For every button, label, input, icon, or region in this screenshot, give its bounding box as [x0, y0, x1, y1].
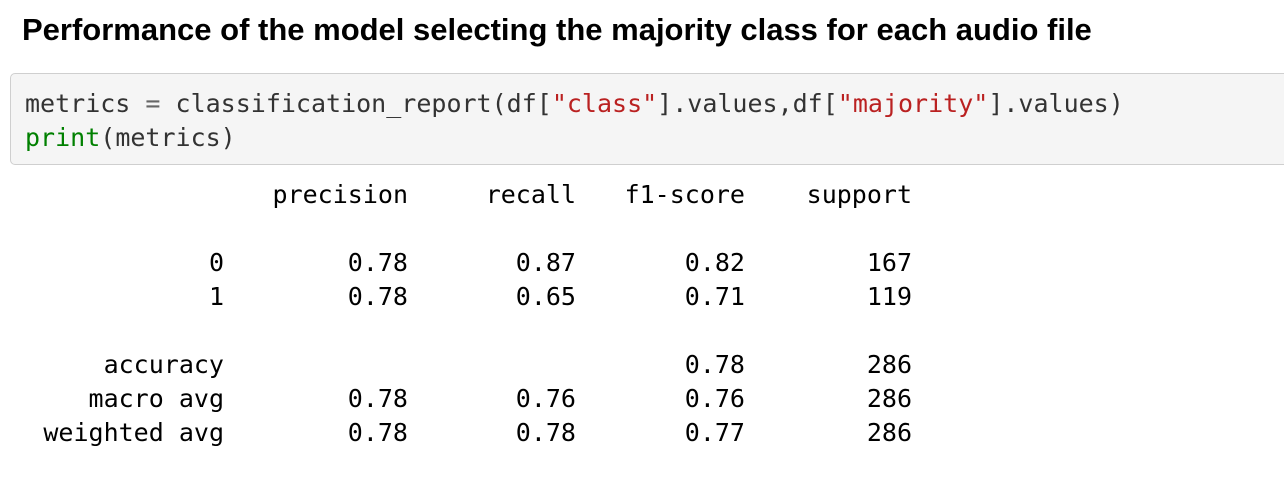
cell-class-1-precision: 0.78	[347, 282, 408, 311]
code-builtin-print: print	[25, 123, 101, 152]
code-line-1: metrics = classification_report(df["clas…	[25, 88, 1124, 120]
code-operator: =	[130, 89, 176, 118]
cell-accuracy-support: 286	[866, 350, 912, 379]
page-title: Performance of the model selecting the m…	[22, 12, 1092, 47]
cell-class-1-f1: 0.71	[684, 282, 745, 311]
code-call-middle: ].values,df[	[657, 89, 838, 118]
row-label-class-1: 1	[208, 282, 224, 311]
cell-macro-avg-recall: 0.76	[515, 384, 576, 413]
row-label-weighted-avg: weighted avg	[43, 418, 224, 447]
cell-class-1-recall: 0.65	[515, 282, 576, 311]
code-string-majority: "majority"	[837, 89, 989, 118]
code-variable: metrics	[25, 89, 131, 118]
cell-class-0-f1: 0.82	[684, 248, 745, 277]
cell-weighted-avg-recall: 0.78	[515, 418, 576, 447]
row-label-class-0: 0	[208, 248, 224, 277]
cell-class-0-precision: 0.78	[347, 248, 408, 277]
header-recall: recall	[485, 180, 576, 209]
cell-macro-avg-precision: 0.78	[347, 384, 408, 413]
cell-weighted-avg-precision: 0.78	[347, 418, 408, 447]
cell-weighted-avg-support: 286	[866, 418, 912, 447]
code-input-cell[interactable]: metrics = classification_report(df["clas…	[10, 73, 1284, 165]
header-support: support	[806, 180, 912, 209]
cell-weighted-avg-f1: 0.77	[684, 418, 745, 447]
row-label-accuracy: accuracy	[103, 350, 224, 379]
cell-macro-avg-support: 286	[866, 384, 912, 413]
code-call: classification_report(df[	[175, 89, 552, 118]
cell-class-1-support: 119	[866, 282, 912, 311]
code-string-class: "class"	[551, 89, 658, 118]
header-f1-score: f1-score	[624, 180, 745, 209]
code-print-args: (metrics)	[100, 123, 236, 152]
cell-accuracy-f1: 0.78	[684, 350, 745, 379]
code-line-2: print(metrics)	[25, 122, 236, 154]
header-precision: precision	[272, 180, 408, 209]
cell-class-0-support: 167	[866, 248, 912, 277]
code-call-end: ].values)	[988, 89, 1124, 118]
cell-macro-avg-f1: 0.76	[684, 384, 745, 413]
row-label-macro-avg: macro avg	[88, 384, 224, 413]
cell-class-0-recall: 0.87	[515, 248, 576, 277]
